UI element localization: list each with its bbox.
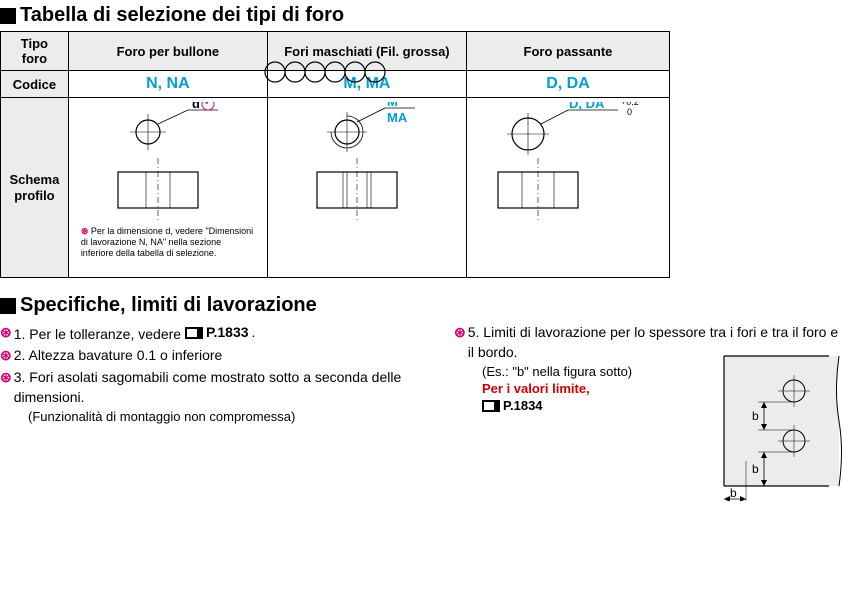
- page-ref-2-text: P.1834: [503, 398, 543, 415]
- specs-title-text: Specifiche, limiti di lavorazione: [20, 294, 317, 317]
- schema-cell-3: D, DA +0.2 0: [466, 98, 669, 278]
- page-ref-2: P.1834: [482, 398, 543, 415]
- asterisk-icon: ⊛: [0, 368, 12, 407]
- header-col1: Foro per bullone: [68, 32, 267, 71]
- page-ref-1-text: P.1833: [206, 323, 249, 343]
- svg-text:0: 0: [627, 107, 632, 117]
- svg-text:D, DA: D, DA: [569, 102, 605, 111]
- page-icon: [482, 400, 500, 412]
- schema-cell-1: d * ⊛ Per la dimensione d, vedere "Dimen…: [68, 98, 267, 278]
- b-dimension-diagram: b b b: [694, 351, 844, 501]
- svg-text:b: b: [730, 486, 737, 500]
- schema1-footnote-text: Per la dimensione d, vedere "Dimensioni …: [81, 226, 253, 258]
- specs-left-col: ⊛ 1. Per le tolleranze, vedere P.1833. ⊛…: [0, 323, 430, 426]
- spec-item-3: ⊛ 3. Fori asolati sagomabili come mostra…: [0, 368, 430, 407]
- page-ref-1: P.1833.: [185, 323, 255, 343]
- svg-text:MA: MA: [387, 110, 408, 125]
- schema1-footnote: ⊛ Per la dimensione d, vedere "Dimension…: [75, 226, 261, 258]
- table-title-text: Tabella di selezione dei tipi di foro: [20, 4, 344, 27]
- svg-text:d: d: [192, 102, 200, 111]
- table-row: Schema profilo d *: [1, 98, 670, 278]
- header-tipoforo: Tipo foro: [1, 32, 69, 71]
- schema-row-label-text: Schema profilo: [7, 172, 62, 203]
- schema-cell-2: M MA: [267, 98, 466, 278]
- page-icon: [185, 327, 203, 339]
- square-marker-icon: [0, 8, 16, 24]
- through-hole-diagram: D, DA +0.2 0: [473, 102, 663, 222]
- square-marker-icon: [0, 298, 16, 314]
- spec-item-1: ⊛ 1. Per le tolleranze, vedere P.1833.: [0, 323, 430, 344]
- code-cell-1: N, NA: [68, 71, 267, 98]
- specs-right-col: ⊛ 5. Limiti di lavorazione per lo spesso…: [454, 323, 844, 426]
- asterisk-icon: ⊛: [0, 346, 12, 366]
- spec2-text: 2. Altezza bavature 0.1 o inferiore: [14, 346, 223, 366]
- spec1-text: 1. Per le tolleranze, vedere: [14, 326, 181, 342]
- specs-section: Specifiche, limiti di lavorazione ⊛ 1. P…: [0, 290, 855, 426]
- slot-shape-diagram: [250, 52, 400, 92]
- spec3-sub: (Funzionalità di montaggio non compromes…: [28, 409, 430, 426]
- svg-text:b: b: [752, 462, 759, 476]
- svg-text:b: b: [752, 409, 759, 423]
- asterisk-icon: ⊛: [454, 323, 466, 362]
- table-section-title: Tabella di selezione dei tipi di foro: [0, 0, 855, 29]
- svg-text:M: M: [387, 102, 398, 109]
- bolt-hole-diagram: d *: [88, 102, 248, 222]
- spec-item-2: ⊛ 2. Altezza bavature 0.1 o inferiore: [0, 346, 430, 366]
- asterisk-icon: ⊛: [81, 226, 89, 236]
- svg-text:*: *: [205, 102, 209, 109]
- schema-row-label: Schema profilo: [1, 98, 69, 278]
- specs-section-title: Specifiche, limiti di lavorazione: [0, 290, 855, 319]
- specs-columns: ⊛ 1. Per le tolleranze, vedere P.1833. ⊛…: [0, 323, 855, 426]
- code-cell-3: D, DA: [466, 71, 669, 98]
- asterisk-icon: ⊛: [0, 323, 12, 344]
- code-row-label: Codice: [1, 71, 69, 98]
- header-col3: Foro passante: [466, 32, 669, 71]
- spec3-text: 3. Fori asolati sagomabili come mostrato…: [14, 368, 430, 407]
- tapped-hole-diagram: M MA: [287, 102, 447, 222]
